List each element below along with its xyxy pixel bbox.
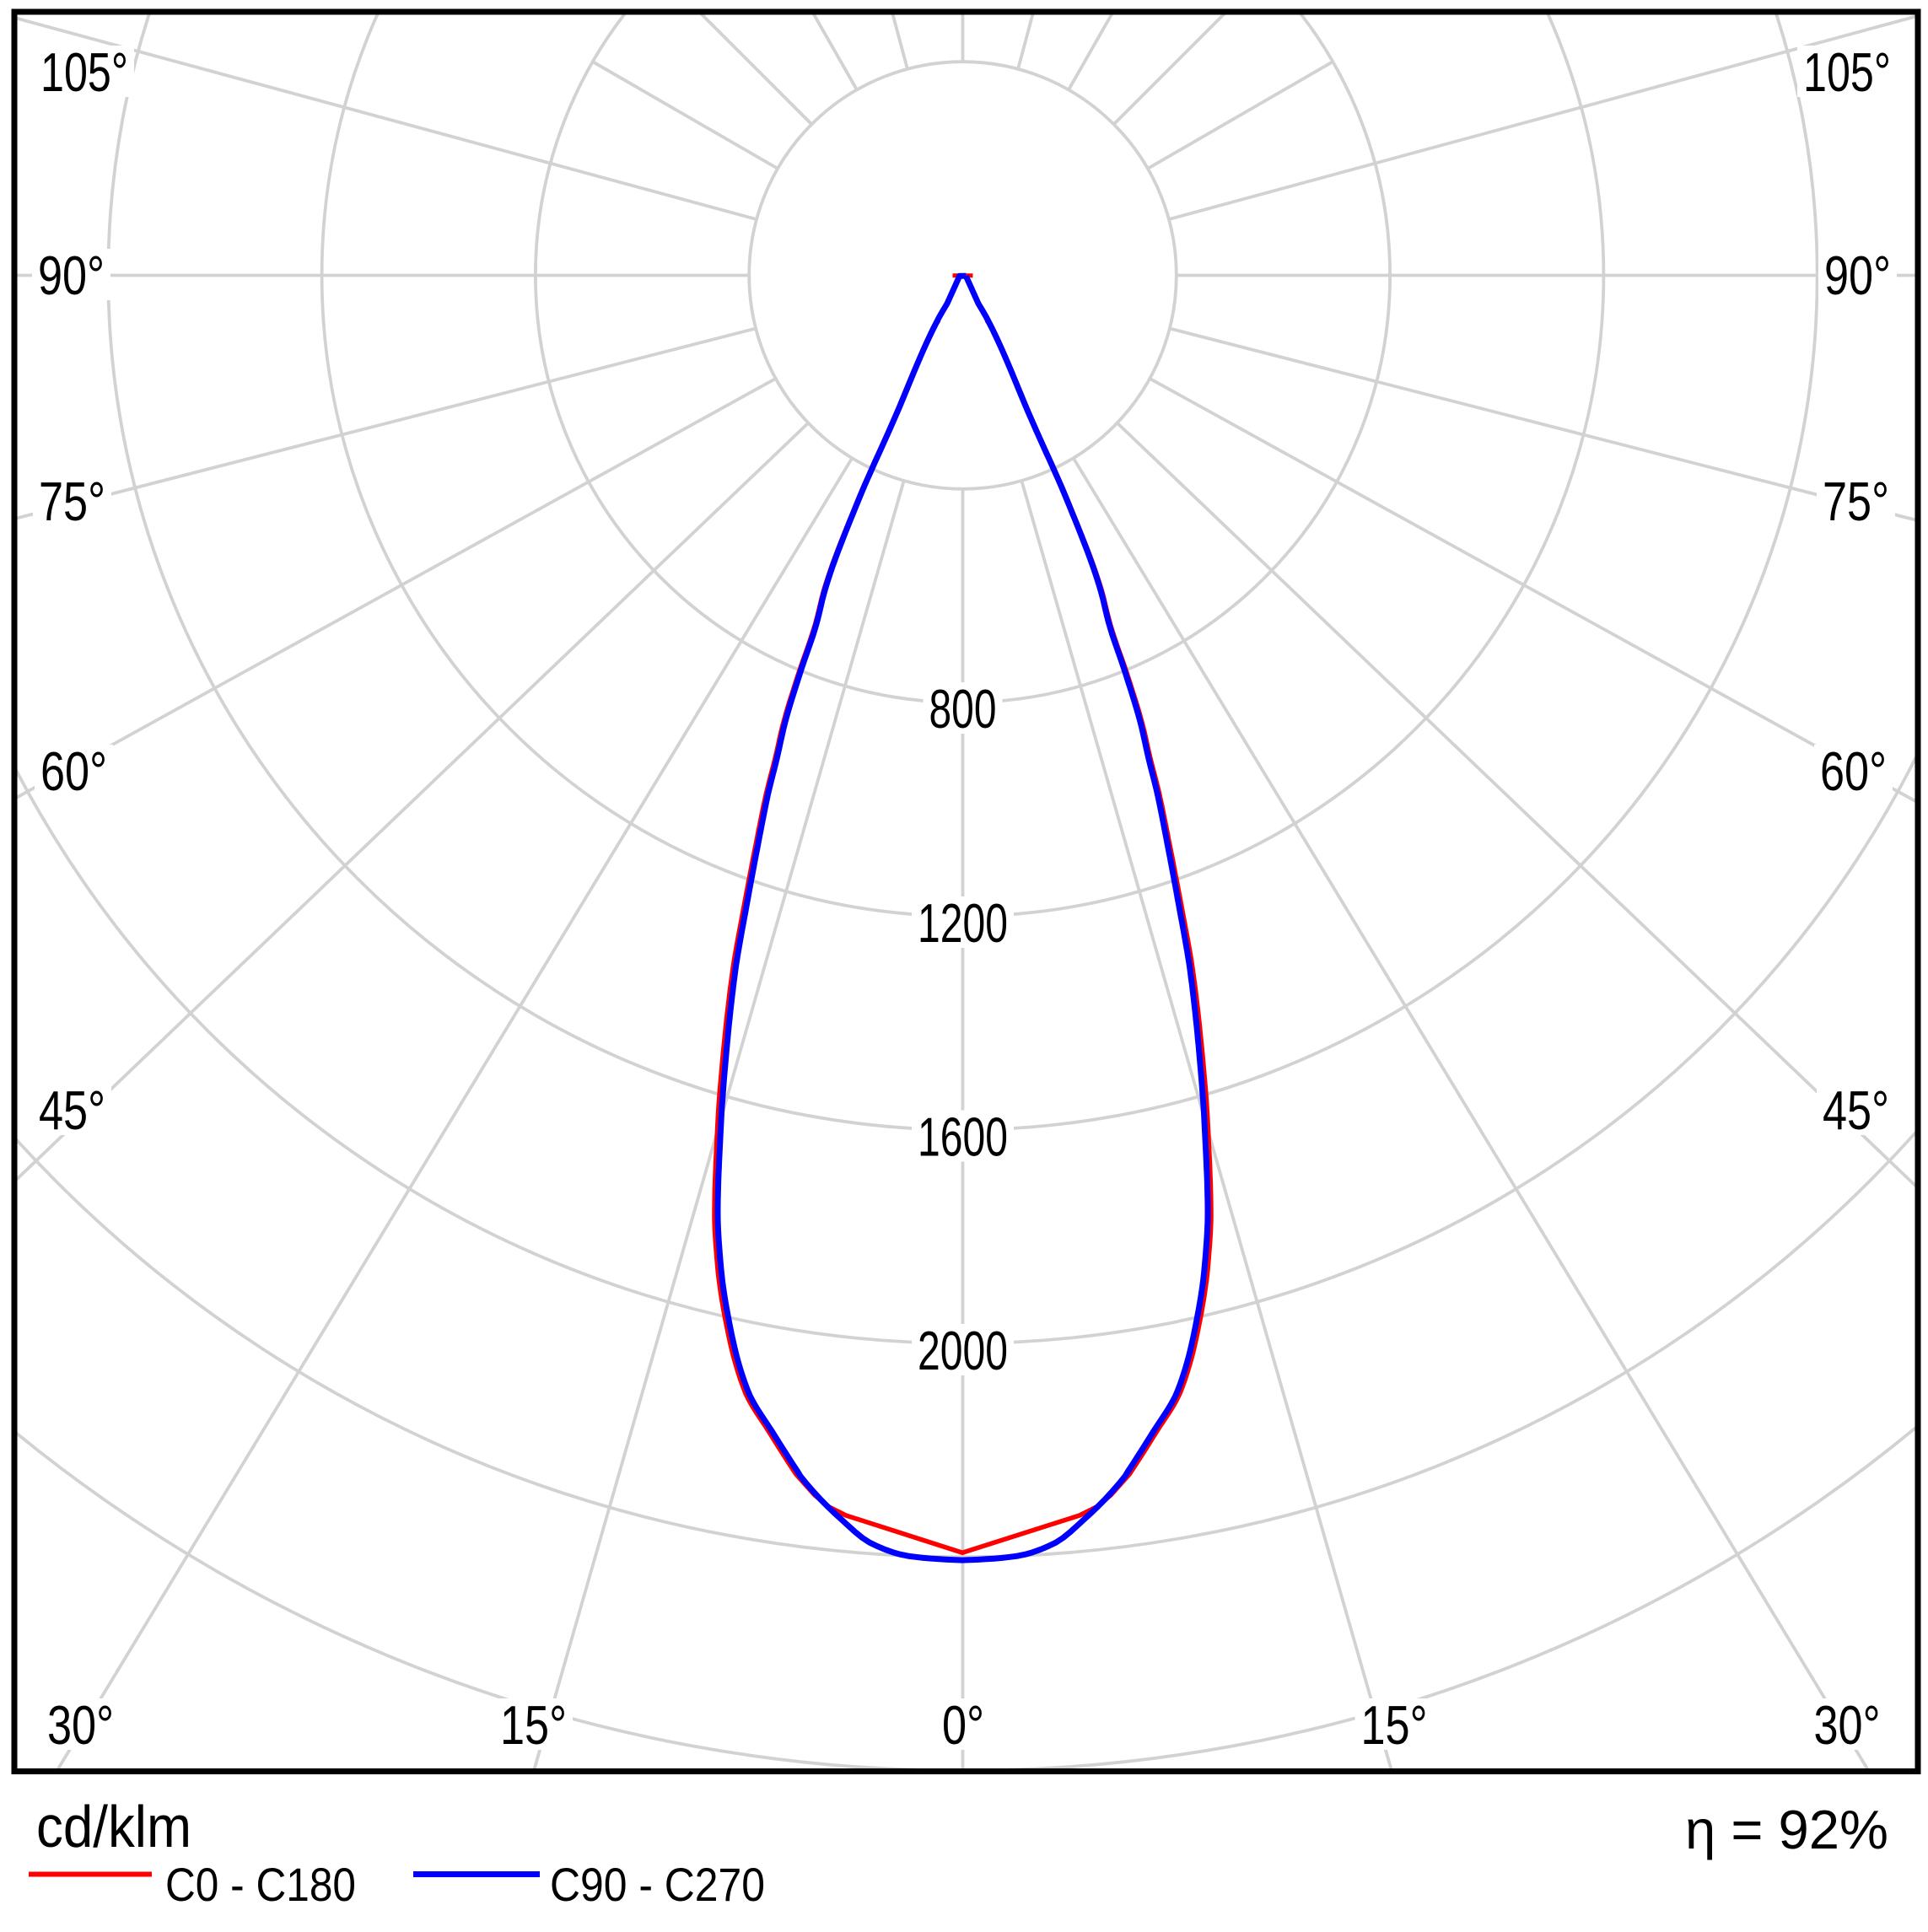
svg-text:C0 - C180: C0 - C180: [165, 1858, 356, 1911]
svg-text:60°: 60°: [1820, 741, 1887, 802]
svg-text:1600: 1600: [918, 1107, 1008, 1168]
svg-text:15°: 15°: [500, 1695, 567, 1756]
svg-text:45°: 45°: [39, 1080, 105, 1141]
svg-text:η = 92%: η = 92%: [1685, 1800, 1888, 1860]
svg-text:800: 800: [929, 679, 997, 740]
svg-text:90°: 90°: [1824, 245, 1891, 306]
svg-text:1200: 1200: [918, 893, 1008, 954]
svg-text:45°: 45°: [1823, 1080, 1889, 1141]
svg-text:75°: 75°: [39, 471, 105, 532]
svg-text:30°: 30°: [47, 1695, 114, 1756]
svg-text:15°: 15°: [1361, 1695, 1428, 1756]
svg-text:30°: 30°: [1814, 1695, 1881, 1756]
svg-text:105°: 105°: [1803, 42, 1891, 103]
svg-text:cd/klm: cd/klm: [36, 1794, 191, 1859]
svg-text:75°: 75°: [1823, 471, 1889, 532]
svg-text:60°: 60°: [40, 741, 107, 802]
svg-text:2000: 2000: [918, 1321, 1008, 1381]
svg-text:C90 - C270: C90 - C270: [550, 1858, 765, 1911]
svg-text:105°: 105°: [40, 42, 128, 103]
svg-text:0°: 0°: [942, 1695, 984, 1756]
svg-text:90°: 90°: [38, 245, 105, 306]
